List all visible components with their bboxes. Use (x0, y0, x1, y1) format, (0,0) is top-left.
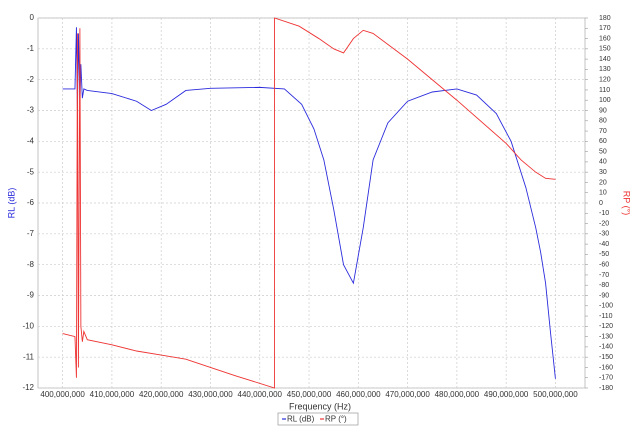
y2-tick-label: -160 (599, 364, 613, 371)
y-tick-label: -11 (23, 352, 35, 361)
x-tick-label: 460,000,000 (336, 390, 381, 399)
x-tick-label: 500,000,000 (533, 390, 578, 399)
legend-label: RP (°) (325, 415, 347, 424)
y-tick-label: -6 (27, 198, 35, 207)
y-tick-label: -7 (27, 229, 35, 238)
y-tick-label: 0 (30, 13, 35, 22)
y2-tick-label: -140 (599, 344, 613, 351)
y2-tick-label: 170 (599, 25, 611, 32)
y2-tick-label: -100 (599, 303, 613, 310)
y2-tick-label: -20 (599, 220, 609, 227)
x-tick-label: 400,000,000 (40, 390, 85, 399)
y2-tick-label: 30 (599, 169, 607, 176)
y2-tick-label: 130 (599, 66, 611, 73)
y2-tick-label: -180 (599, 385, 613, 392)
y2-tick-label: -90 (599, 292, 609, 299)
y2-tick-label: 70 (599, 128, 607, 135)
y2-tick-label: -30 (599, 231, 609, 238)
legend-label: RL (dB) (287, 415, 315, 424)
y-tick-label: -5 (27, 167, 35, 176)
x-tick-label: 430,000,000 (188, 390, 233, 399)
legend (277, 412, 359, 426)
y-tick-label: -8 (27, 260, 35, 269)
y2-tick-label: -80 (599, 282, 609, 289)
y2-tick-label: 160 (599, 35, 611, 42)
y2-tick-label: 140 (599, 56, 611, 63)
y-axis-label: RL (dB) (6, 188, 16, 219)
y2-tick-label: 20 (599, 179, 607, 186)
y2-tick-label: -130 (599, 333, 613, 340)
y-tick-label: -3 (27, 106, 35, 115)
y2-tick-label: -110 (599, 313, 613, 320)
y2-tick-label: 0 (599, 200, 603, 207)
y-tick-label: -10 (22, 321, 34, 330)
y2-tick-label: 50 (599, 148, 607, 155)
y2-tick-label: -10 (599, 210, 609, 217)
y2-tick-label: -70 (599, 272, 609, 279)
y2-tick-label: 40 (599, 159, 607, 166)
y2-axis-label: RP (°) (622, 191, 632, 215)
x-tick-label: 410,000,000 (90, 390, 135, 399)
y2-tick-label: -60 (599, 262, 609, 269)
y2-tick-label: 90 (599, 107, 607, 114)
y-tick-label: -9 (27, 291, 35, 300)
y2-tick-label: 80 (599, 118, 607, 125)
y2-tick-label: 110 (599, 87, 610, 94)
y2-tick-label: 180 (599, 15, 611, 22)
series-line (62, 17, 556, 389)
y2-tick-label: -50 (599, 251, 609, 258)
y2-tick-label: 120 (599, 77, 611, 84)
y2-tick-label: 60 (599, 138, 607, 145)
y2-tick-label: -40 (599, 241, 609, 248)
x-tick-label: 470,000,000 (385, 390, 430, 399)
series-line (62, 27, 556, 379)
x-tick-label: 490,000,000 (484, 390, 529, 399)
y2-tick-label: -120 (599, 323, 613, 330)
y2-tick-label: 150 (599, 46, 611, 53)
y-tick-label: -2 (27, 75, 35, 84)
y2-tick-label: -170 (599, 375, 613, 382)
y2-tick-label: -150 (599, 354, 613, 361)
y-tick-label: -4 (27, 136, 35, 145)
x-tick-label: 450,000,000 (287, 390, 332, 399)
y2-tick-label: 10 (599, 190, 607, 197)
x-tick-label: 420,000,000 (139, 390, 184, 399)
y-tick-label: -12 (22, 383, 34, 392)
y-tick-label: -1 (27, 44, 35, 53)
x-tick-label: 440,000,000 (238, 390, 283, 399)
x-tick-label: 480,000,000 (435, 390, 480, 399)
y2-tick-label: 100 (599, 97, 611, 104)
x-axis-label: Frequency (Hz) (289, 401, 351, 411)
